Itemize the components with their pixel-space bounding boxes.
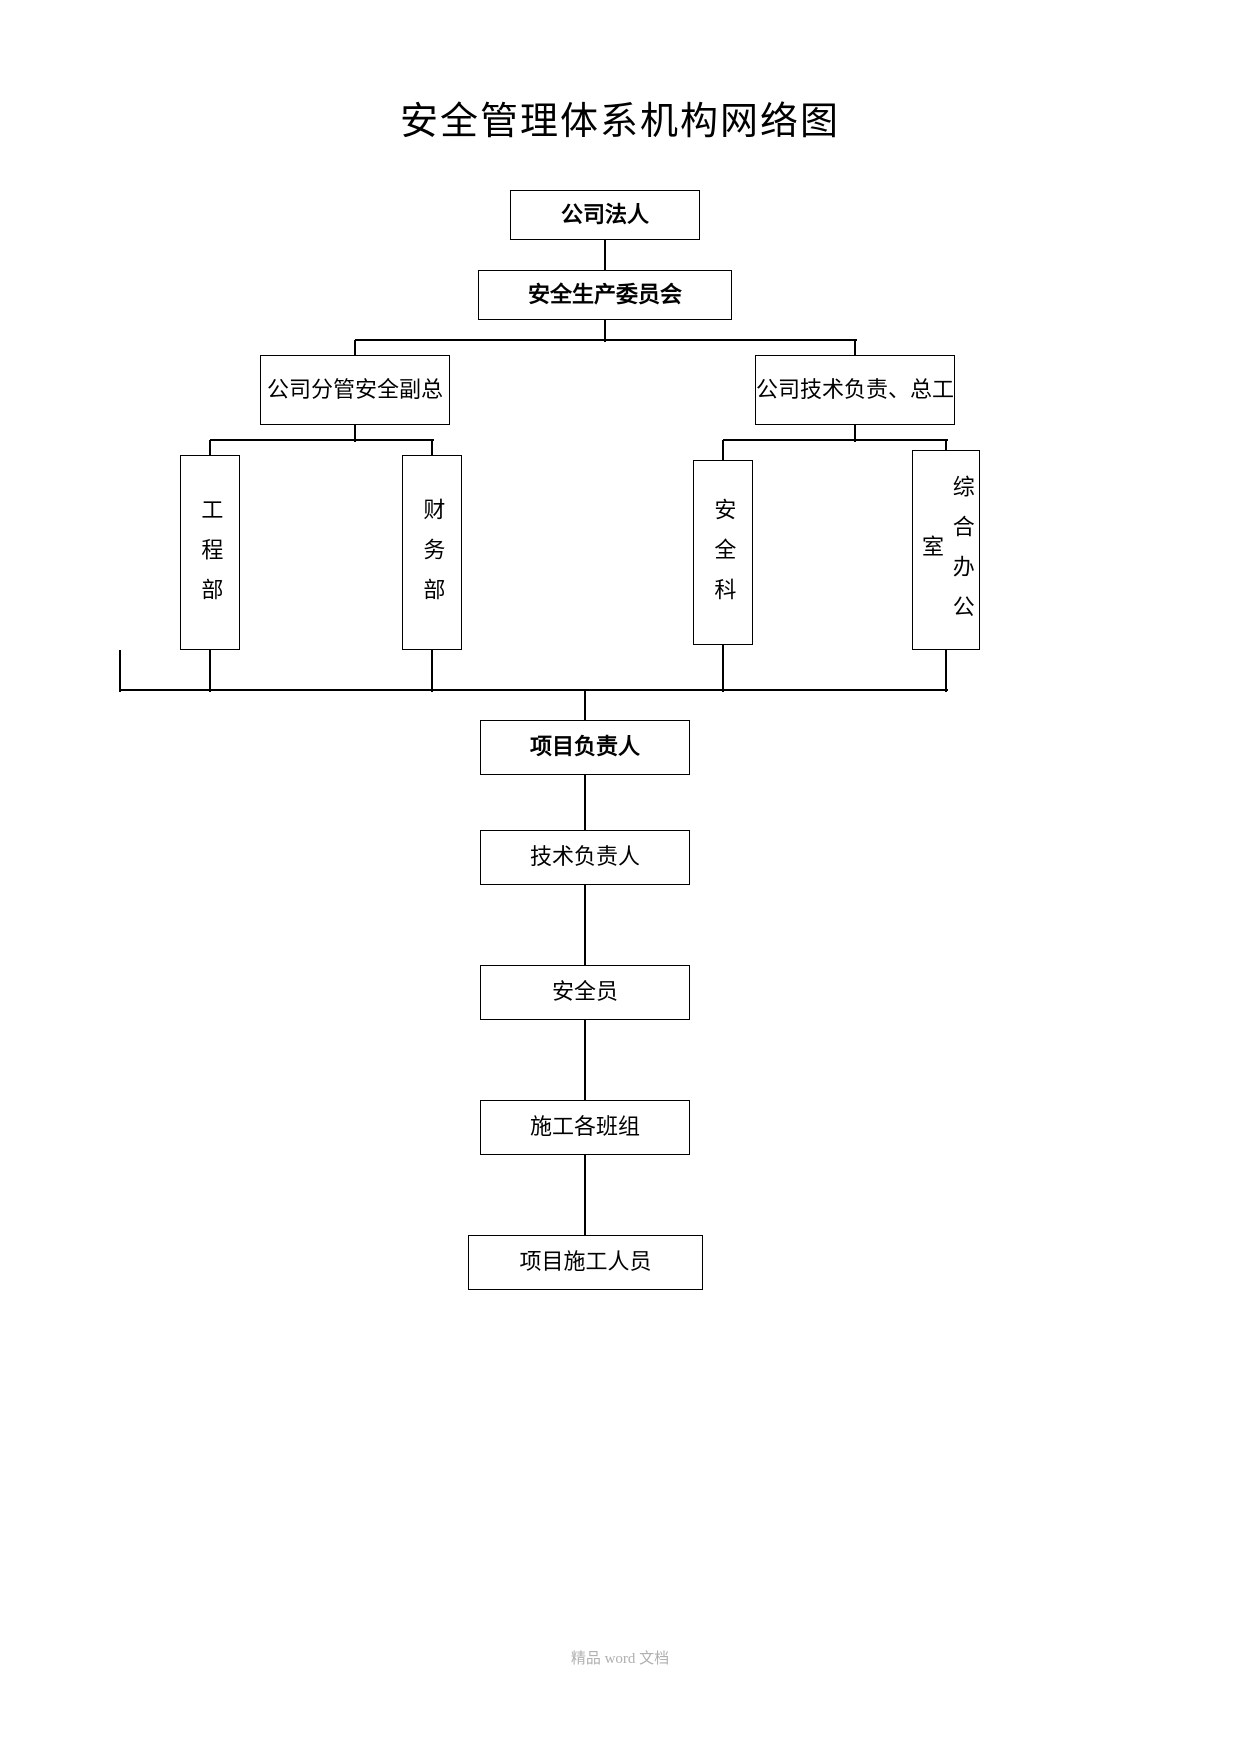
org-node-n6: 财务部 bbox=[402, 455, 462, 650]
org-node-n11: 安全员 bbox=[480, 965, 690, 1020]
org-node-n10: 技术负责人 bbox=[480, 830, 690, 885]
org-node-n13: 项目施工人员 bbox=[468, 1235, 703, 1290]
org-node-n4: 公司技术负责、总工 bbox=[755, 355, 955, 425]
connector-line bbox=[604, 240, 606, 272]
org-node-n1: 公司法人 bbox=[510, 190, 700, 240]
page-title: 安全管理体系机构网络图 bbox=[0, 90, 1240, 145]
connector-line bbox=[584, 1020, 586, 1102]
connector-line bbox=[210, 439, 434, 441]
connector-line bbox=[945, 650, 947, 692]
org-node-n3: 公司分管安全副总 bbox=[260, 355, 450, 425]
org-node-n8: 综合办公室 bbox=[912, 450, 980, 650]
connector-line bbox=[584, 1155, 586, 1237]
org-node-n12: 施工各班组 bbox=[480, 1100, 690, 1155]
connector-line bbox=[722, 645, 724, 692]
connector-line bbox=[209, 650, 211, 692]
connector-line bbox=[120, 689, 948, 691]
connector-line bbox=[584, 885, 586, 967]
connector-line bbox=[723, 439, 948, 441]
org-node-n2: 安全生产委员会 bbox=[478, 270, 732, 320]
connector-line bbox=[584, 690, 586, 722]
org-node-n5: 工程部 bbox=[180, 455, 240, 650]
org-node-n9: 项目负责人 bbox=[480, 720, 690, 775]
org-node-n7: 安全科 bbox=[693, 460, 753, 645]
connector-line bbox=[119, 650, 121, 692]
page-footer: 精品 word 文档 bbox=[0, 1647, 1240, 1668]
connector-line bbox=[355, 339, 857, 341]
connector-line bbox=[431, 650, 433, 692]
connector-line bbox=[584, 775, 586, 832]
connector-line bbox=[722, 440, 724, 462]
